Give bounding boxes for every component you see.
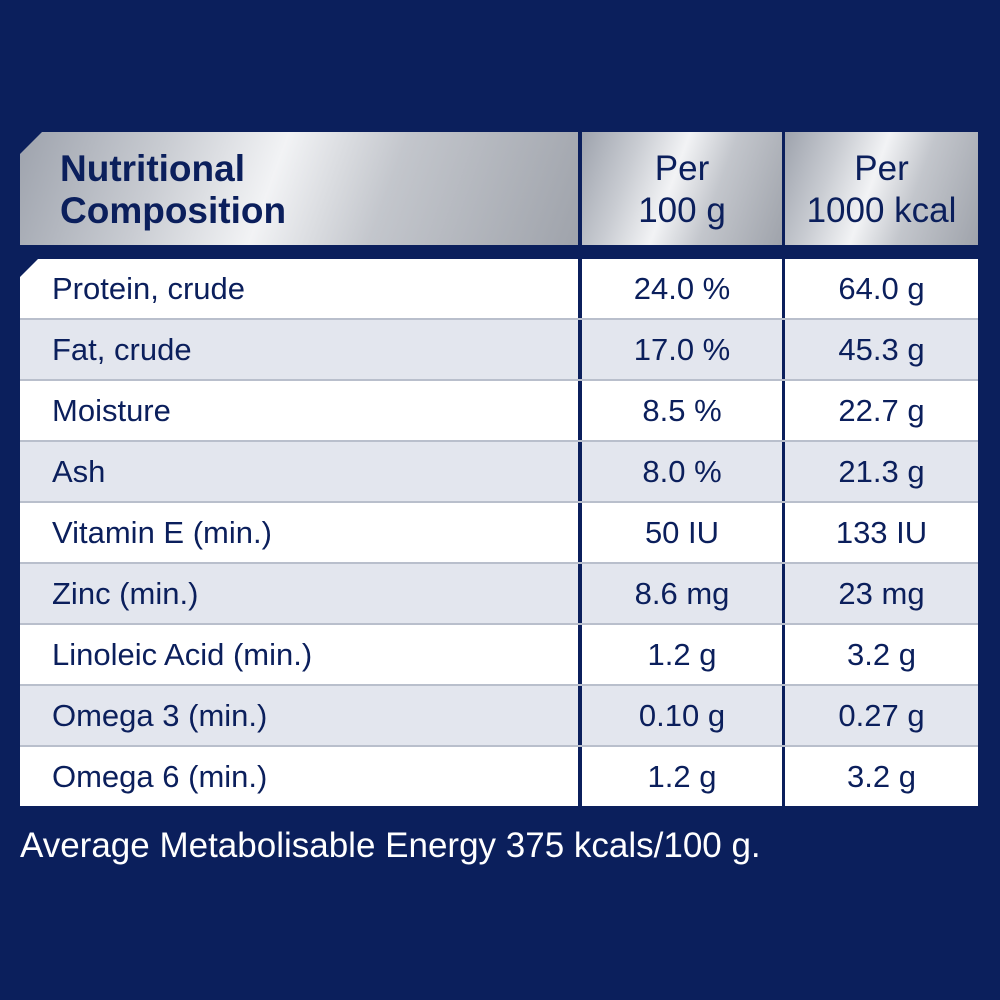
nutrient-name: Linoleic Acid (min.) [20,625,578,684]
nutrient-name: Ash [20,442,578,501]
value-per-1000kcal: 23 mg [785,564,978,623]
nutrient-name: Moisture [20,381,578,440]
value-per-100g: 8.5 % [582,381,782,440]
value-per-1000kcal: 21.3 g [785,442,978,501]
value-per-100g: 0.10 g [582,686,782,745]
table-row: Omega 3 (min.) 0.10 g 0.27 g [20,686,978,747]
header-line: 1000 kcal [806,191,957,230]
nutrient-name: Fat, crude [20,320,578,379]
value-per-100g: 1.2 g [582,625,782,684]
table-row: Vitamin E (min.) 50 IU 133 IU [20,503,978,564]
table-row: Fat, crude 17.0 % 45.3 g [20,320,978,381]
table-row: Omega 6 (min.) 1.2 g 3.2 g [20,747,978,806]
value-per-1000kcal: 64.0 g [785,259,978,318]
header-line: Nutritional [60,148,245,189]
header-per-100g: Per 100 g [582,132,782,245]
header-line: Composition [60,190,287,231]
header-line: Per [654,149,710,188]
value-per-1000kcal: 3.2 g [785,747,978,806]
value-per-1000kcal: 3.2 g [785,625,978,684]
nutrient-name: Vitamin E (min.) [20,503,578,562]
value-per-100g: 8.6 mg [582,564,782,623]
header-per-1000kcal: Per 1000 kcal [785,132,978,245]
header-nutritional-composition: Nutritional Composition [20,132,578,245]
value-per-1000kcal: 45.3 g [785,320,978,379]
value-per-100g: 50 IU [582,503,782,562]
value-per-100g: 24.0 % [582,259,782,318]
table-body: Protein, crude 24.0 % 64.0 g Fat, crude … [20,259,978,806]
table-row: Moisture 8.5 % 22.7 g [20,381,978,442]
nutrient-name: Zinc (min.) [20,564,578,623]
table-header: Nutritional Composition Per 100 g Per 10… [20,132,978,245]
nutrition-table: Nutritional Composition Per 100 g Per 10… [20,132,978,806]
nutrient-name: Omega 3 (min.) [20,686,578,745]
table-row: Zinc (min.) 8.6 mg 23 mg [20,564,978,625]
value-per-1000kcal: 0.27 g [785,686,978,745]
value-per-1000kcal: 133 IU [785,503,978,562]
nutrient-name: Protein, crude [20,259,578,318]
header-line: 100 g [638,191,726,230]
value-per-100g: 8.0 % [582,442,782,501]
header-gap [20,245,978,259]
value-per-1000kcal: 22.7 g [785,381,978,440]
table-row: Protein, crude 24.0 % 64.0 g [20,259,978,320]
nutrient-name: Omega 6 (min.) [20,747,578,806]
table-row: Linoleic Acid (min.) 1.2 g 3.2 g [20,625,978,686]
table-row: Ash 8.0 % 21.3 g [20,442,978,503]
header-line: Per [854,149,909,188]
value-per-100g: 17.0 % [582,320,782,379]
value-per-100g: 1.2 g [582,747,782,806]
energy-footnote: Average Metabolisable Energy 375 kcals/1… [20,826,761,865]
